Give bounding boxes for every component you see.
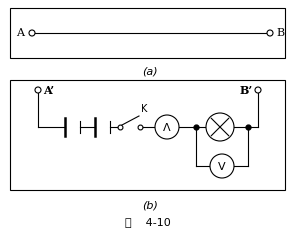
Circle shape (255, 87, 261, 93)
Text: V: V (218, 162, 226, 172)
Circle shape (155, 115, 179, 139)
Circle shape (206, 113, 234, 141)
Circle shape (35, 87, 41, 93)
Text: A’: A’ (43, 86, 54, 96)
Circle shape (29, 30, 35, 36)
Text: (b): (b) (142, 200, 158, 210)
Text: A: A (16, 28, 24, 38)
Text: B’: B’ (240, 86, 253, 96)
Bar (10, 80, 285, 190)
Text: K: K (141, 104, 147, 114)
Circle shape (267, 30, 273, 36)
Bar (10, 8, 285, 58)
Text: B: B (276, 28, 284, 38)
Text: 图    4-10: 图 4-10 (125, 217, 171, 227)
Text: (a): (a) (142, 66, 158, 76)
Circle shape (210, 154, 234, 178)
Text: Λ: Λ (163, 123, 171, 133)
